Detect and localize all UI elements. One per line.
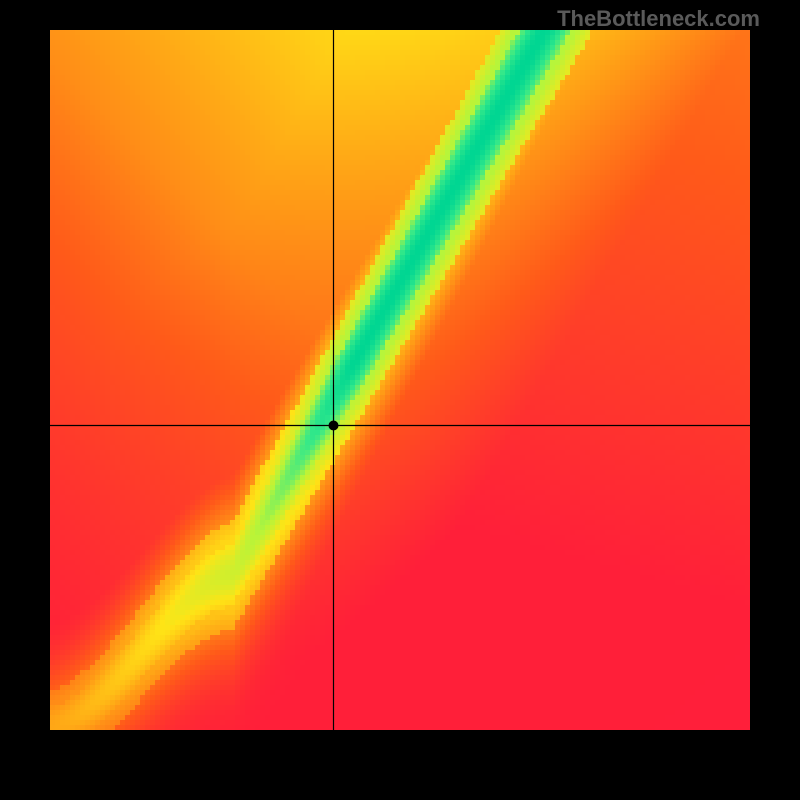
- heatmap-canvas: [50, 30, 750, 730]
- watermark-text: TheBottleneck.com: [557, 6, 760, 32]
